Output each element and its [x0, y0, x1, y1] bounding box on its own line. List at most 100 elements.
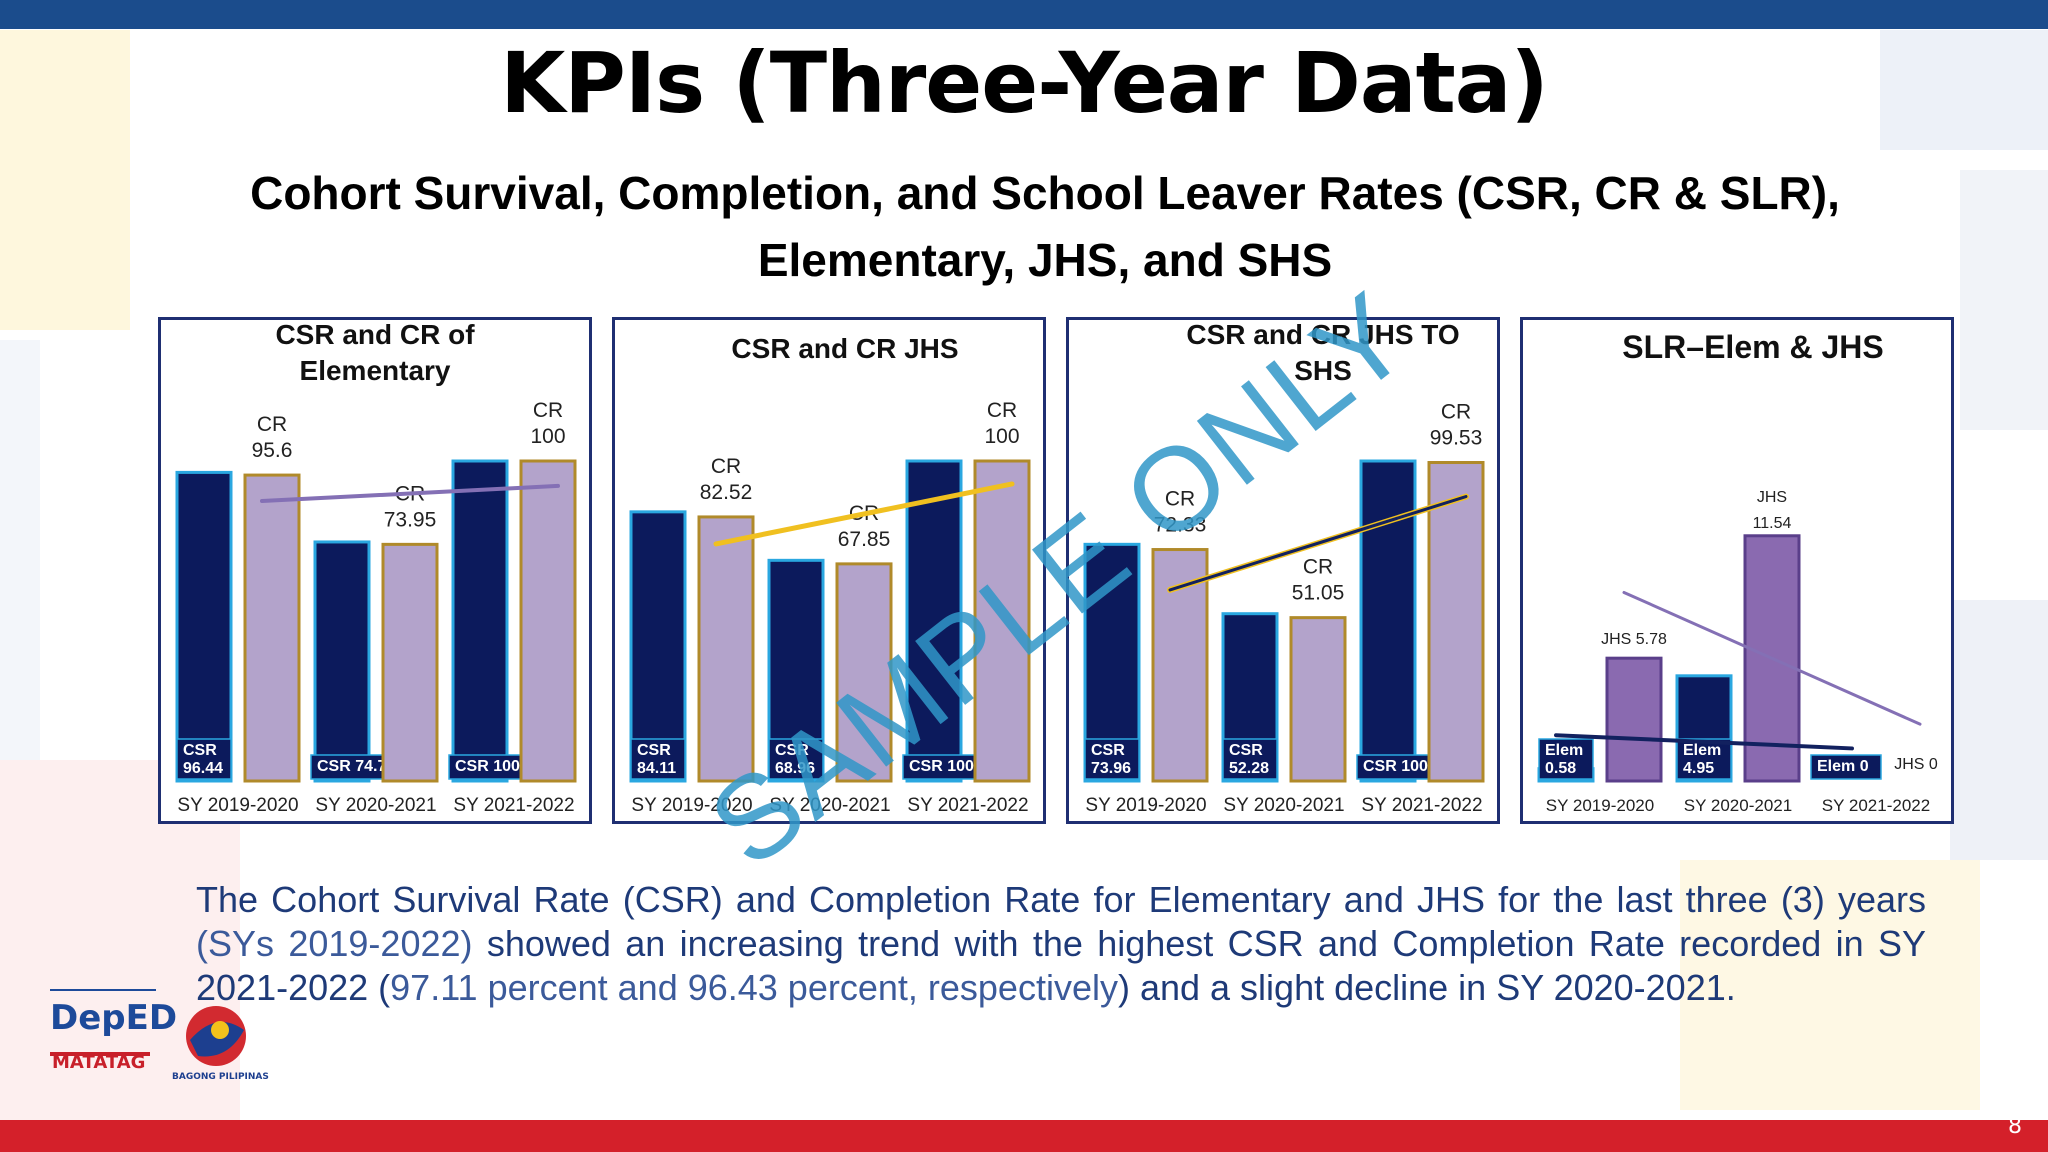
bar-cr [1289, 616, 1347, 783]
page-number: 8 [2008, 1114, 2022, 1139]
x-tick-label: SY 2020-2021 [315, 795, 436, 816]
data-label: CR [1441, 401, 1471, 424]
chart-title: CSR and CR JHS TO [1186, 320, 1459, 350]
data-label: 100 [984, 425, 1019, 448]
bg-block [1680, 860, 1980, 1110]
bottom-bar [0, 1120, 2048, 1152]
data-label: 96.44 [183, 760, 223, 777]
bar-csr [905, 459, 963, 783]
data-label: 51.05 [1292, 582, 1345, 605]
bar-cr [973, 459, 1031, 783]
data-label: CR [711, 455, 741, 478]
trendline [1168, 495, 1468, 592]
data-label-box [1538, 738, 1594, 780]
data-label: JHS 0 [1894, 756, 1938, 773]
trendline [1554, 733, 1854, 751]
chart-title: CSR and CR of [275, 320, 475, 350]
x-tick-label: SY 2020-2021 [769, 795, 890, 816]
data-label-box [1222, 738, 1278, 780]
bar-cr [835, 562, 893, 783]
data-label: CR [987, 399, 1017, 422]
data-label-box [1084, 738, 1140, 780]
data-label: Elem [1683, 742, 1721, 759]
bar-jhs [1605, 656, 1663, 783]
paragraph-text: The Cohort Survival Rate (CSR) and Compl… [196, 879, 1926, 920]
data-label-box [1676, 738, 1732, 780]
chart-title: SLR–Elem & JHS [1622, 329, 1883, 365]
data-label: 68.96 [775, 760, 815, 777]
data-label: CSR 74.7 [317, 758, 386, 775]
data-label: 67.85 [838, 528, 891, 551]
data-label: CR [1165, 488, 1195, 511]
data-label-box [176, 738, 232, 780]
x-tick-label: SY 2021-2022 [1822, 796, 1930, 815]
x-tick-label: SY 2019-2020 [1085, 795, 1206, 816]
bar-cr [1427, 461, 1485, 783]
data-label: 84.11 [637, 760, 676, 777]
chart-title: CSR and CR JHS [731, 333, 958, 364]
data-label: 100 [530, 425, 565, 448]
data-label: 82.52 [700, 481, 753, 504]
data-label-box [630, 738, 686, 780]
bar-csr [175, 470, 233, 783]
data-label: CSR [1229, 742, 1263, 759]
matatag-logo-text: MATATAG [52, 1052, 146, 1073]
bar-csr [629, 510, 687, 783]
trendline [1622, 590, 1922, 726]
bar-csr [451, 459, 509, 783]
bar-cr [381, 542, 439, 783]
data-label: 95.6 [252, 439, 293, 462]
chart-panel-slr: SLR–Elem & JHS Elem 0.58 JHS 5.78 SY 2019-20… [1520, 317, 1954, 824]
data-label: 4.95 [1683, 760, 1714, 777]
data-label: 99.53 [1430, 427, 1483, 450]
data-label: CSR 100 [909, 758, 974, 775]
chart-panel-jhs-to-shs: CSR and CR JHS TO SHS CSR 73.96 CR 72.33 SY 20… [1066, 317, 1500, 824]
data-label: CSR 100 [455, 758, 520, 775]
data-label: 73.95 [384, 508, 437, 531]
trendline [713, 481, 1015, 547]
summary-paragraph: The Cohort Survival Rate (CSR) and Compl… [196, 878, 1926, 1010]
bg-block [0, 340, 40, 760]
x-tick-label: SY 2020-2021 [1684, 796, 1792, 815]
chart-panel-elementary: CSR and CR of Elementary CSR 96.44 CR 95.6 SY … [158, 317, 592, 824]
data-label: Elem 0 [1817, 758, 1869, 775]
x-tick-label: SY 2020-2021 [1223, 795, 1344, 816]
bar-csr [313, 540, 371, 783]
x-tick-label: SY 2021-2022 [1361, 795, 1482, 816]
bg-block [0, 30, 130, 330]
bg-block [1950, 600, 2048, 860]
x-tick-label: SY 2019-2020 [1546, 796, 1654, 815]
bagong-pilipinas-text: BAGONG PILIPINAS [172, 1072, 269, 1082]
paragraph-text: showed an increasing trend with the high… [196, 923, 1926, 1008]
data-label: 52.28 [1229, 760, 1269, 777]
data-label-box [1810, 754, 1882, 780]
bg-block [1880, 30, 2048, 150]
x-tick-label: SY 2019-2020 [177, 795, 298, 816]
data-label: Elem [1545, 742, 1583, 759]
x-tick-label: SY 2019-2020 [631, 795, 752, 816]
data-label: 73.96 [1091, 760, 1131, 777]
data-label: CSR [1091, 742, 1125, 759]
subtitle-line-1: Cohort Survival, Completion, and School … [250, 167, 1840, 219]
deped-logo-text: DepED [50, 998, 178, 1038]
paragraph-highlight: 97.11 percent and 96.43 percent, respect… [390, 967, 1118, 1008]
data-label: CSR [183, 742, 217, 759]
chart-title: SHS [1294, 355, 1352, 386]
data-label: JHS 5.78 [1601, 631, 1667, 648]
deped-logo-icon [50, 989, 156, 1056]
data-label: CSR 100 [1363, 758, 1428, 775]
slide-title: KPIs (Three-Year Data) [500, 34, 1549, 132]
data-label: 11.54 [1753, 515, 1792, 532]
bar-csr [1359, 459, 1417, 783]
bg-block [1960, 170, 2048, 430]
bar-cr [697, 515, 755, 783]
x-tick-label: SY 2021-2022 [453, 795, 574, 816]
data-label: CR [257, 413, 287, 436]
chart-panel-jhs: CSR and CR JHS CSR 84.11 CR 82.52 SY 2019-202… [612, 317, 1046, 824]
data-label: CR [533, 399, 563, 422]
paragraph-text: ) and a slight decline in SY 2020-2021. [1117, 967, 1736, 1008]
bar-cr [519, 459, 577, 783]
